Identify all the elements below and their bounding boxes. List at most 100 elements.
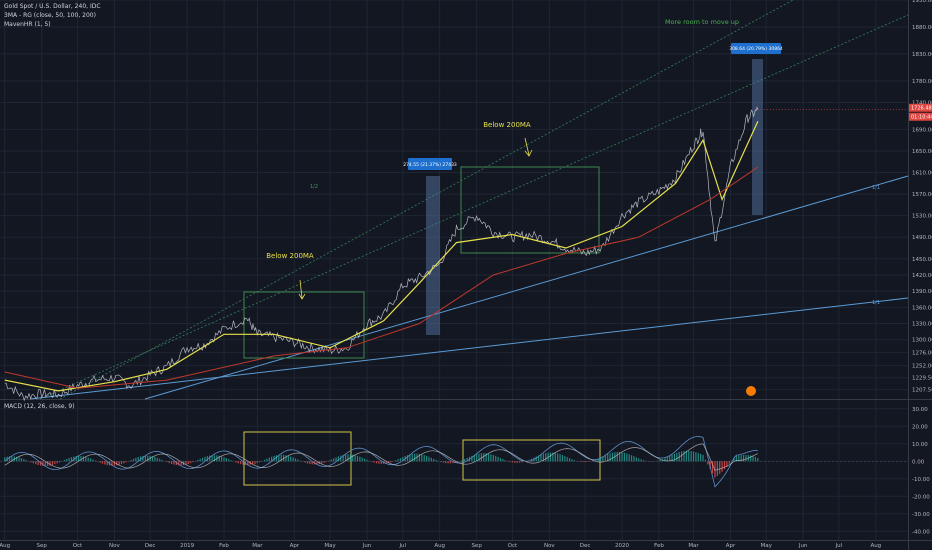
macd-indicator-label[interactable]: MACD (12, 26, close, 9) [4, 403, 75, 410]
macd-histogram-bar [18, 457, 20, 462]
macd-histogram-bar [621, 452, 623, 462]
macd-histogram-bar [416, 453, 418, 462]
macd-histogram-bar [540, 454, 542, 462]
y-tick-label: 1420.00 [912, 273, 932, 279]
macd-histogram-bar [750, 455, 752, 462]
trend-line-lower [29, 297, 909, 400]
macd-histogram-bar [161, 459, 163, 462]
macd-histogram-bar [635, 457, 637, 462]
macd-histogram-bar [47, 461, 49, 466]
macd-histogram-bar [118, 461, 120, 465]
macd-histogram-bar [516, 461, 518, 463]
macd-histogram-bar [123, 461, 125, 464]
macd-histogram-bar [321, 461, 323, 464]
macd-y-tick-label: 30.00 [912, 407, 928, 413]
macd-histogram-bar [211, 455, 213, 462]
macd-histogram-bar [604, 455, 606, 462]
macd-histogram-bar [425, 455, 428, 462]
countdown-badge [909, 112, 932, 121]
macd-histogram-bar [333, 458, 335, 462]
macd-histogram-bar [669, 455, 671, 462]
macd-histogram-bar [607, 454, 609, 462]
below-200ma-box-1 [243, 291, 365, 359]
macd-histogram-bar [487, 453, 490, 462]
macd-histogram-bar [597, 458, 599, 462]
macd-histogram-bar [35, 461, 37, 465]
macd-histogram-bar [204, 456, 206, 462]
macd-histogram-bar [752, 456, 754, 462]
macd-histogram-bar [316, 461, 318, 465]
macd-histogram-bar [256, 461, 258, 464]
macd-histogram-bar [82, 456, 85, 462]
macd-histogram-bar [111, 461, 113, 466]
x-tick-label: Sep [37, 543, 48, 549]
macd-histogram-bar [399, 458, 401, 462]
mavenrik-indicator-label[interactable]: MavenHR (1, 5) [4, 21, 51, 28]
y-tick-label: 1690.00 [912, 127, 932, 133]
x-tick-label: Sep [471, 543, 482, 549]
x-tick-label: Nov [109, 543, 120, 549]
symbol-title[interactable]: Gold Spot / U.S. Dollar, 240, IDC [4, 3, 101, 10]
macd-histogram-bar [440, 461, 442, 462]
x-tick-label: Jul [835, 543, 843, 549]
macd-histogram-bar [702, 454, 704, 462]
macd-histogram-bar [32, 461, 34, 464]
macd-histogram-bar [278, 454, 280, 462]
macd-histogram-bar [140, 456, 142, 462]
macd-histogram-bar [728, 461, 730, 464]
macd-histogram-bar [292, 457, 294, 462]
macd-histogram-bar [585, 461, 587, 463]
macd-histogram-bar [742, 454, 745, 462]
macd-histogram-bar [125, 461, 127, 463]
macd-histogram-bar [464, 459, 466, 462]
macd-histogram-bar [433, 458, 435, 462]
macd-histogram-bar [237, 461, 239, 464]
x-tick-label: Aug [870, 543, 881, 549]
macd-histogram-bar [252, 461, 254, 465]
macd-histogram-bar [688, 450, 690, 462]
macd-histogram-bar [454, 461, 456, 463]
macd-histogram-bar [137, 456, 139, 462]
macd-histogram-bar [502, 459, 504, 462]
macd-histogram-bar [395, 460, 397, 462]
macd-histogram-bar [497, 456, 499, 462]
macd-histogram-bar [104, 461, 106, 465]
x-tick-label: Dec [580, 543, 591, 549]
macd-histogram-bar [402, 457, 404, 462]
fib-fan-label-2: 1/1 [872, 300, 880, 306]
y-tick-label: 1880.00 [912, 25, 932, 31]
macd-histogram-bar [87, 457, 89, 462]
macd-histogram-bar [147, 455, 149, 462]
macd-histogram-bar [330, 459, 332, 462]
macd-histogram-bar [731, 460, 733, 462]
macd-histogram-bar [342, 454, 344, 462]
ma-indicator-label[interactable]: 3MA - RG (close, 50, 100, 200) [4, 12, 96, 19]
macd-histogram-bar [80, 455, 82, 462]
macd-histogram-bar [447, 461, 449, 464]
macd-histogram-bar [740, 455, 742, 462]
macd-histogram-bar [135, 457, 137, 462]
macd-histogram-bar [630, 455, 633, 462]
macd-histogram-bar [247, 461, 249, 466]
macd-histogram-bar [738, 455, 740, 462]
macd-histogram-bar [4, 457, 6, 462]
macd-histogram-bar [557, 453, 559, 462]
x-tick-label: Dec [145, 543, 156, 549]
macd-histogram-bar [159, 458, 161, 462]
macd-line [4, 436, 758, 488]
macd-histogram-bar [554, 452, 556, 462]
macd-histogram-bar [521, 461, 523, 463]
macd-histogram-bar [573, 460, 575, 462]
macd-histogram-bar [445, 461, 447, 464]
macd-histogram-bar [530, 458, 533, 462]
macd-histogram-bar [304, 461, 306, 463]
macd-histogram-bar [190, 461, 192, 464]
macd-histogram-bar [514, 461, 516, 463]
macd-histogram-bar [619, 451, 621, 462]
macd-histogram-bar [175, 461, 177, 466]
macd-histogram-bar [680, 451, 683, 462]
macd-histogram-bar [120, 461, 123, 465]
macd-histogram-bar [697, 453, 699, 462]
